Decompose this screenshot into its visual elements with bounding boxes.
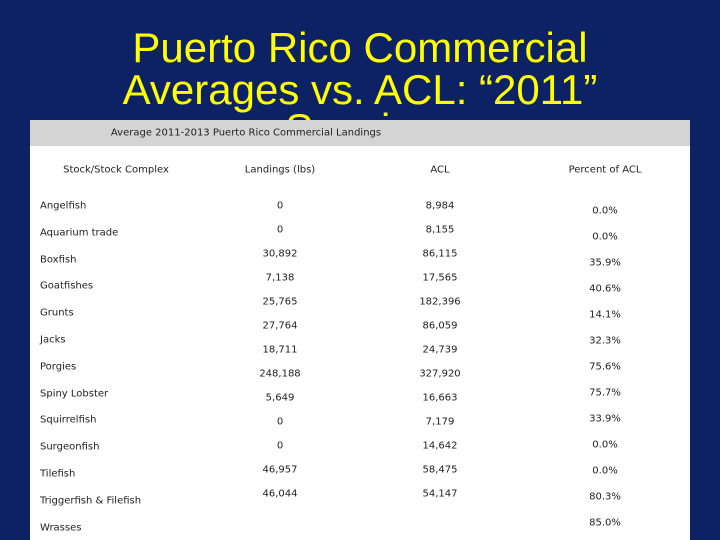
landings-cell: 27,764 [262,320,298,332]
caption-band [30,120,690,146]
landings-cell: 30,892 [262,248,298,260]
acl-cell: 14,642 [422,440,458,452]
acl-cell: 8,155 [425,224,455,236]
column-header: Percent of ACL [568,164,642,176]
stock-cell: Boxfish [40,254,77,266]
acl-cell: 182,396 [419,296,461,308]
acl-cell: 86,059 [422,320,458,332]
landings-cell: 46,957 [262,464,298,476]
landings-cell: 5,649 [265,392,295,404]
acl-cell: 327,920 [419,368,461,380]
landings-cell: 0 [276,416,284,428]
acl-cell: 24,739 [422,344,458,356]
title-line: Puerto Rico Commercial [132,24,588,71]
acl-cell: 7,179 [425,416,455,428]
stock-cell: Grunts [40,307,74,319]
stock-cell: Triggerfish & Filefish [40,495,142,507]
percent-cell: 75.6% [589,361,621,373]
percent-cell: 35.9% [589,257,621,269]
column-header: Landings (lbs) [244,164,316,176]
stock-cell: Spiny Lobster [40,388,109,400]
acl-cell: 8,984 [425,200,455,212]
column-header: ACL [430,164,450,176]
landings-cell: 0 [276,224,284,236]
percent-cell: 0.0% [592,205,618,217]
stock-cell: Surgeonfish [40,441,100,453]
percent-cell: 14.1% [589,309,621,321]
landings-cell: 18,711 [262,344,298,356]
percent-cell: 0.0% [592,231,618,243]
column-header: Stock/Stock Complex [63,164,169,176]
landings-cell: 0 [276,440,284,452]
percent-cell: 32.3% [589,335,621,347]
stock-cell: Porgies [40,361,77,373]
landings-cell: 248,188 [259,368,301,380]
stock-cell: Jacks [40,334,66,346]
table-caption: Average 2011-2013 Puerto Rico Commercial… [110,127,382,139]
stock-cell: Tilefish [40,468,76,480]
landings-cell: 0 [276,200,284,212]
percent-cell: 75.7% [589,387,621,399]
landings-cell: 7,138 [265,272,295,284]
title-line: Averages vs. ACL: “2011” [122,66,598,113]
percent-cell: 40.6% [589,283,621,295]
landings-cell: 25,765 [262,296,298,308]
acl-cell: 17,565 [422,272,458,284]
percent-cell: 80.3% [589,491,621,503]
stock-cell: Aquarium trade [40,227,119,239]
stock-cell: Squirrelfish [40,414,97,426]
acl-cell: 16,663 [422,392,458,404]
stock-cell: Wrasses [40,522,82,534]
percent-cell: 33.9% [589,413,621,425]
stock-cell: Goatfishes [40,280,94,292]
acl-cell: 86,115 [422,248,458,260]
landings-cell: 46,044 [262,488,298,500]
percent-cell: 0.0% [592,439,618,451]
acl-cell: 58,475 [422,464,458,476]
table: Average 2011-2013 Puerto Rico Commercial… [30,120,690,540]
percent-cell: 0.0% [592,465,618,477]
acl-cell: 54,147 [422,488,458,500]
percent-cell: 85.0% [589,517,621,529]
stock-cell: Angelfish [40,200,87,212]
